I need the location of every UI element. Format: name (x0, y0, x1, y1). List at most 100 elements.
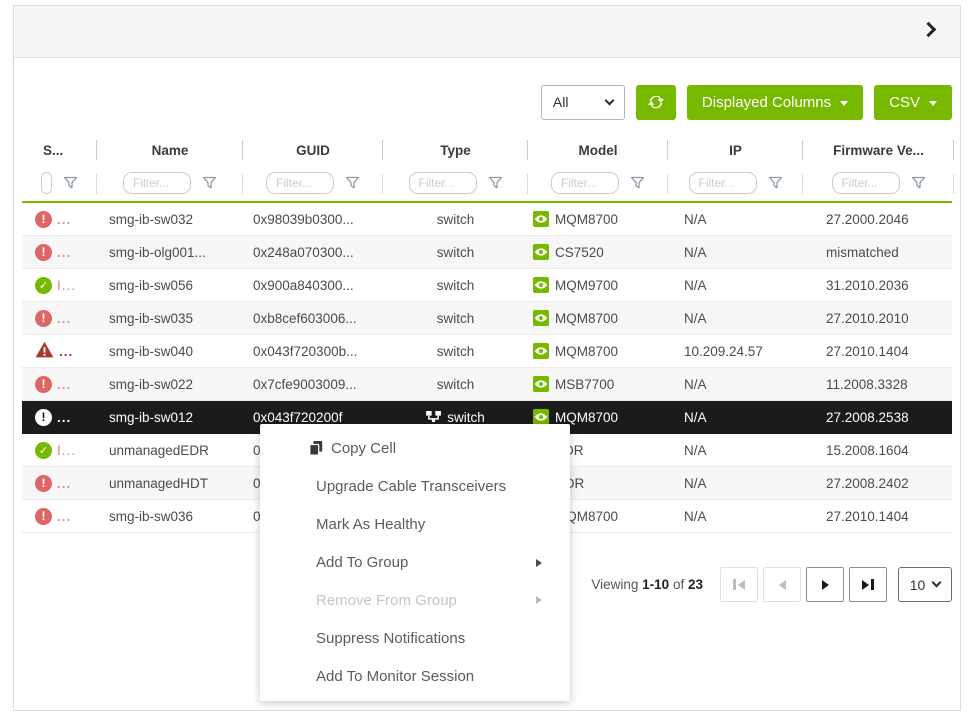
column-header-label: Model (578, 143, 618, 158)
error-status-icon: ! (35, 507, 52, 525)
guid-cell: 0x043f720200f (253, 409, 343, 425)
name-cell: smg-ib-sw022 (109, 376, 194, 392)
column-header-name[interactable]: Name (97, 136, 243, 165)
column-header-severity[interactable]: S... (22, 136, 97, 165)
firmware-cell: 27.2010.2010 (826, 310, 909, 326)
column-header-label: Firmware Ve... (833, 143, 924, 158)
filter-funnel-icon[interactable] (630, 176, 645, 190)
column-header-model[interactable]: Model (528, 136, 668, 165)
firmware-cell: 27.2000.2046 (826, 211, 909, 227)
page-size-select[interactable]: 10 (898, 567, 952, 602)
column-header-ip[interactable]: IP (668, 136, 803, 165)
name-cell: smg-ib-sw040 (109, 343, 194, 359)
menu-item-label: Mark As Healthy (316, 516, 426, 534)
menu-item-label: Add To Monitor Session (316, 667, 475, 685)
ip-cell: N/A (684, 376, 707, 392)
nvidia-logo-icon (533, 277, 549, 293)
severity-label: ... (57, 508, 72, 524)
column-header-type[interactable]: Type (383, 136, 528, 165)
filter-cell-type (383, 165, 528, 201)
name-cell: smg-ib-sw036 (109, 508, 194, 524)
model-cell: CS7520 (528, 236, 668, 268)
model-label: MQM8700 (555, 508, 619, 524)
guid-cell: 0 (253, 442, 261, 458)
type-cell: switch (383, 335, 528, 367)
ip-cell: N/A (684, 442, 707, 458)
filter-input-model[interactable] (551, 172, 619, 194)
csv-button[interactable]: CSV (874, 84, 952, 120)
model-label: MSB7700 (555, 376, 615, 392)
collapse-panel-icon[interactable] (920, 21, 937, 38)
severity-filter-select[interactable]: All (540, 84, 625, 120)
page-size-value: 10 (909, 576, 926, 593)
model-cell: MSB7700 (528, 368, 668, 400)
filter-input-ip[interactable] (688, 172, 757, 194)
table-row[interactable]: !... smg-ib-sw012 0x043f720200f switch MQM87… (22, 401, 952, 434)
name-cell: smg-ib-olg001... (109, 244, 206, 260)
column-header-guid[interactable]: GUID (243, 136, 383, 165)
filter-funnel-icon[interactable] (345, 176, 360, 190)
column-header-firmware[interactable]: Firmware Ve... (803, 136, 954, 165)
table-row[interactable]: !... smg-ib-sw035 0xb8cef603006... switch MQ… (22, 302, 952, 335)
nvidia-logo-icon (533, 211, 549, 227)
model-label: MQM8700 (555, 211, 619, 227)
type-cell: switch (383, 236, 528, 268)
last-page-button[interactable] (849, 567, 887, 602)
guid-cell: 0x248a070300... (253, 244, 354, 260)
type-cell: switch (383, 203, 528, 235)
filter-input-type[interactable] (408, 172, 477, 194)
model-label: MQM8700 (555, 310, 619, 326)
severity-cell: !... (22, 467, 97, 499)
menu-item-mark-as-healthy[interactable]: Mark As Healthy (260, 507, 570, 543)
severity-cell: ✓ I... (22, 269, 97, 301)
chevron-down-icon (840, 100, 849, 106)
nvidia-logo-icon (533, 409, 549, 425)
filter-funnel-icon[interactable] (768, 176, 783, 190)
refresh-button[interactable] (635, 84, 676, 120)
table-row[interactable]: ... smg-ib-sw040 0x043f720300b... switch MQM… (22, 335, 952, 368)
menu-item-add-to-monitor-session[interactable]: Add To Monitor Session (260, 658, 570, 694)
nvidia-logo-icon (533, 310, 549, 326)
displayed-columns-button[interactable]: Displayed Columns (686, 84, 864, 120)
menu-item-label: Remove From Group (316, 591, 457, 609)
error-status-icon: ! (35, 309, 52, 327)
firmware-cell: 27.2008.2538 (826, 409, 909, 425)
severity-filter-pill[interactable] (41, 172, 52, 194)
table-row[interactable]: !... smg-ib-olg001... 0x248a070300... switc… (22, 236, 952, 269)
type-label: switch (436, 244, 475, 260)
firmware-cell: 27.2010.1404 (826, 343, 909, 359)
name-cell: unmanagedHDT (109, 475, 209, 491)
menu-item-upgrade-cable-transceivers[interactable]: Upgrade Cable Transceivers (260, 469, 570, 505)
filter-funnel-icon[interactable] (911, 176, 926, 190)
menu-item-suppress-notifications[interactable]: Suppress Notifications (260, 620, 570, 656)
model-label: MQM8700 (555, 409, 619, 425)
filter-funnel-icon[interactable] (202, 176, 217, 190)
guid-cell: 0xb8cef603006... (253, 310, 357, 326)
menu-item-copy-cell[interactable]: Copy Cell (260, 431, 570, 467)
nvidia-logo-icon (533, 376, 549, 392)
submenu-arrow-icon (536, 596, 542, 605)
menu-item-label: Upgrade Cable Transceivers (316, 478, 507, 496)
filter-funnel-icon[interactable] (488, 176, 503, 190)
ip-cell: N/A (684, 244, 707, 260)
table-row[interactable]: !... smg-ib-sw022 0x7cfe9003009... switch MS… (22, 368, 952, 401)
severity-filter-value: All (552, 94, 569, 110)
viewing-status: Viewing 1-10 of 23 (591, 577, 703, 592)
type-label: switch (436, 211, 475, 227)
filter-input-firmware[interactable] (831, 172, 900, 194)
filter-input-name[interactable] (123, 172, 191, 194)
table-row[interactable]: !... smg-ib-sw032 0x98039b0300... switch MQM… (22, 203, 952, 236)
next-page-button[interactable] (806, 567, 844, 602)
model-cell: MQM9700 (528, 269, 668, 301)
name-cell: smg-ib-sw035 (109, 310, 194, 326)
error-status-icon: ! (35, 408, 52, 426)
name-cell: unmanagedEDR (109, 442, 209, 458)
model-label: MQM8700 (555, 343, 619, 359)
filter-funnel-icon[interactable] (63, 176, 78, 190)
table-row[interactable]: ✓ I... smg-ib-sw056 0x900a840300... switch MQ… (22, 269, 952, 302)
ip-cell: N/A (684, 508, 707, 524)
filter-input-guid[interactable] (266, 172, 334, 194)
menu-item-add-to-group[interactable]: Add To Group (260, 545, 570, 581)
severity-cell: !... (22, 302, 97, 334)
severity-label: ... (57, 376, 72, 392)
